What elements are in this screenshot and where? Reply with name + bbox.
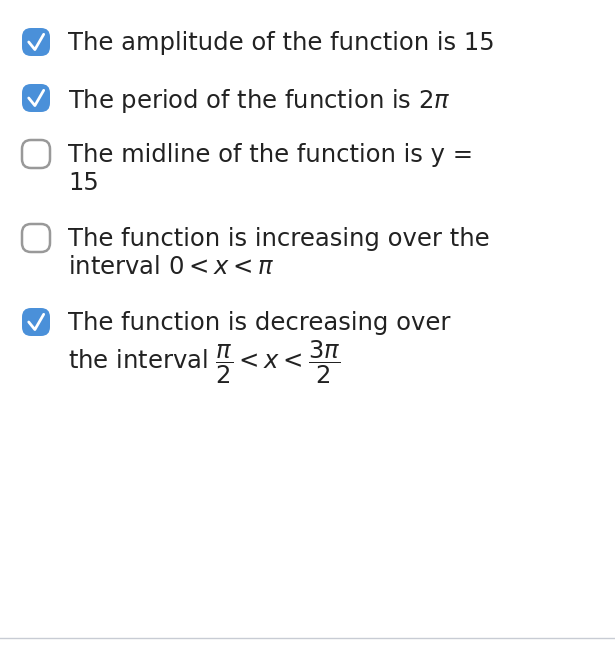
FancyBboxPatch shape	[22, 84, 50, 112]
Text: the interval $\dfrac{\pi}{2} < x < \dfrac{3\pi}{2}$: the interval $\dfrac{\pi}{2} < x < \dfra…	[68, 339, 340, 386]
Text: The midline of the function is y =: The midline of the function is y =	[68, 143, 473, 167]
Text: The function is increasing over the: The function is increasing over the	[68, 227, 490, 251]
FancyBboxPatch shape	[22, 28, 50, 56]
Text: The period of the function is $2\pi$: The period of the function is $2\pi$	[68, 87, 451, 115]
Text: The function is decreasing over: The function is decreasing over	[68, 311, 451, 335]
Text: The amplitude of the function is 15: The amplitude of the function is 15	[68, 31, 494, 55]
FancyBboxPatch shape	[22, 224, 50, 252]
FancyBboxPatch shape	[22, 140, 50, 168]
Text: 15: 15	[68, 171, 99, 195]
Text: interval $0 < x < \pi$: interval $0 < x < \pi$	[68, 255, 274, 279]
FancyBboxPatch shape	[22, 308, 50, 336]
